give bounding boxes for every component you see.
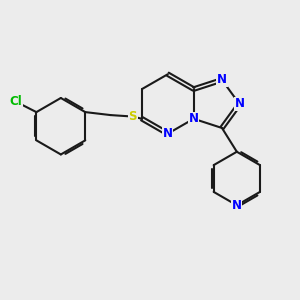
Text: N: N [217, 74, 227, 86]
Text: N: N [163, 127, 173, 140]
Text: Cl: Cl [9, 95, 22, 108]
Text: N: N [189, 112, 199, 125]
Text: N: N [232, 199, 242, 212]
Text: S: S [129, 110, 137, 123]
Text: N: N [234, 98, 244, 110]
